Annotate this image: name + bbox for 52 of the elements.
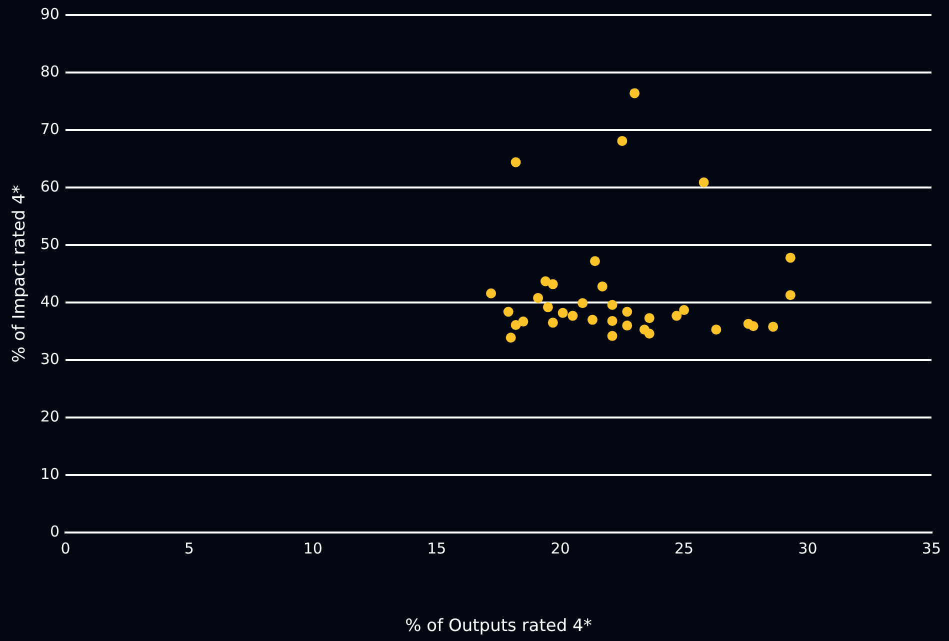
y-tick-label: 20	[40, 407, 60, 426]
y-tick-label: 60	[40, 177, 60, 196]
point	[533, 292, 544, 303]
point	[587, 314, 598, 325]
point	[506, 332, 516, 343]
point	[578, 298, 588, 308]
x-tick-label: 15	[427, 539, 446, 558]
point	[622, 320, 632, 331]
point	[503, 306, 514, 317]
x-tick-label: 5	[184, 539, 194, 558]
point	[679, 305, 690, 316]
point	[568, 310, 578, 321]
point	[768, 322, 778, 332]
point	[672, 310, 682, 321]
x-axis-title: % of Outputs rated 4*	[405, 616, 592, 636]
point	[644, 328, 654, 339]
point	[607, 300, 618, 310]
point	[785, 252, 796, 263]
point	[607, 330, 618, 341]
point	[711, 324, 722, 335]
y-tick-label: 50	[40, 234, 60, 253]
y-tick-label: 10	[40, 464, 60, 483]
point	[607, 316, 618, 326]
y-tick-label: 90	[40, 4, 60, 23]
point	[518, 316, 528, 327]
point	[548, 279, 558, 290]
y-tick-label: 0	[50, 522, 60, 540]
point	[590, 256, 600, 266]
x-tick-label: 30	[798, 539, 818, 558]
point	[542, 302, 553, 312]
y-tick-label: 40	[40, 292, 60, 310]
x-tick-label: 20	[550, 539, 570, 558]
y-tick-label: 70	[40, 120, 60, 138]
point	[548, 318, 558, 328]
point	[558, 308, 568, 318]
x-tick-label: 10	[303, 539, 322, 558]
point	[622, 306, 632, 317]
x-tick-label: 35	[922, 539, 942, 558]
point	[510, 320, 521, 330]
y-tick-label: 80	[40, 62, 60, 80]
point	[510, 157, 521, 168]
point	[785, 290, 796, 300]
y-tick-label: 30	[40, 350, 60, 368]
y-axis-title: % of Impact rated 4*	[10, 185, 30, 363]
point	[630, 88, 640, 98]
point	[748, 321, 758, 332]
point	[698, 177, 709, 188]
point	[597, 281, 608, 292]
x-tick-label: 25	[674, 539, 694, 558]
point	[644, 313, 654, 324]
point	[617, 136, 628, 146]
point	[486, 288, 496, 298]
